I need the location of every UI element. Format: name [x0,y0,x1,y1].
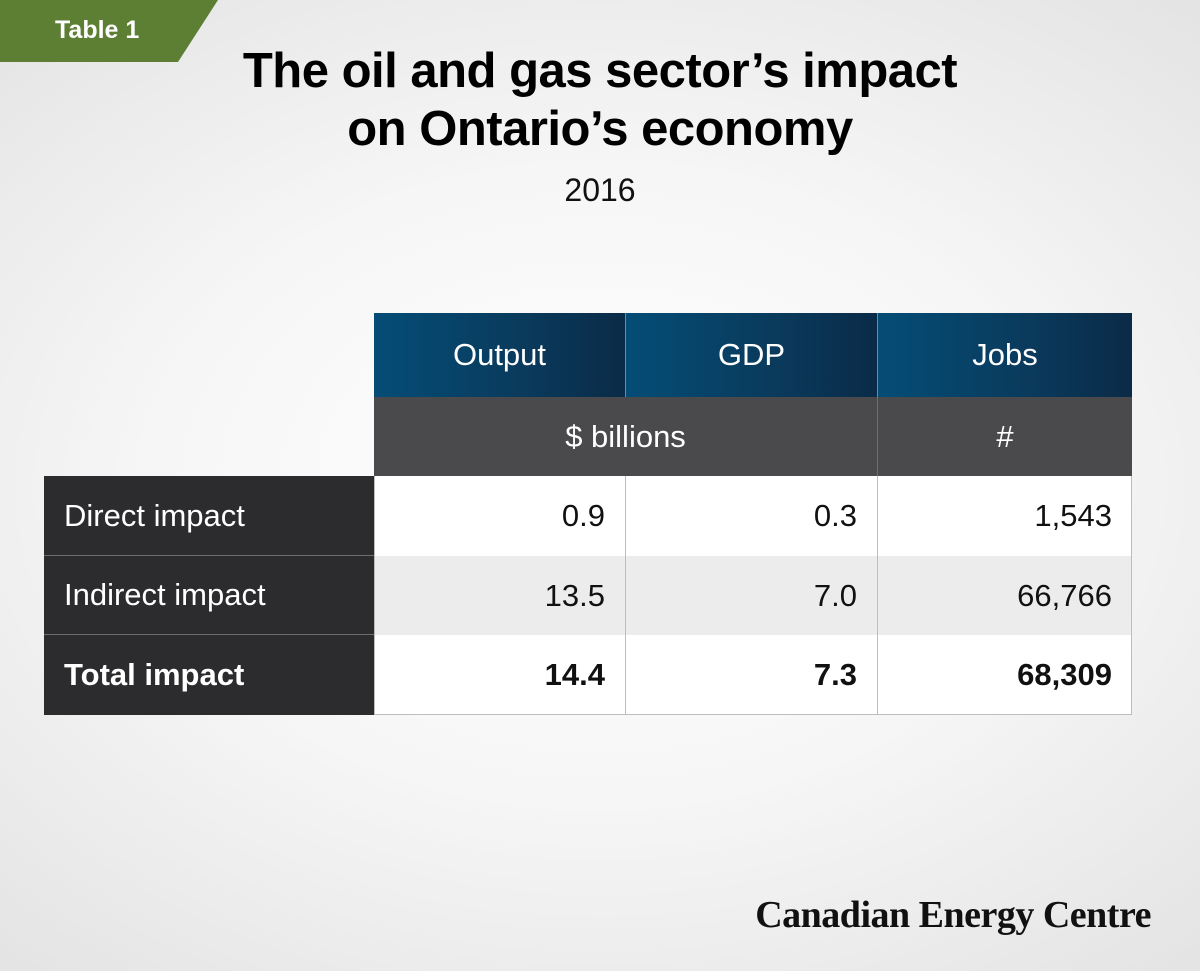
column-header-gdp: GDP [626,313,878,397]
unit-label-jobs: # [878,397,1132,476]
column-header-output: Output [374,313,626,397]
cell-total-output: 14.4 [374,635,626,715]
page-subtitle: 2016 [564,172,636,208]
unit-label-billions: $ billions [374,397,878,476]
cell-indirect-gdp: 7.0 [626,556,878,635]
row-label-total: Total impact [44,635,374,715]
cell-total-jobs: 68,309 [878,635,1132,715]
column-header-jobs: Jobs [878,313,1132,397]
page-title: The oil and gas sector’s impact on Ontar… [0,42,1200,158]
brand-logo-text: Canadian Energy Centre [755,894,1151,936]
impact-table: Output GDP Jobs $ billions # Direct impa… [44,313,1132,715]
cell-direct-output: 0.9 [374,476,626,556]
cell-indirect-output: 13.5 [374,556,626,635]
row-label-indirect: Indirect impact [44,556,374,635]
table-tag: Table 1 [0,0,218,62]
title-line-1: The oil and gas sector’s impact [242,44,958,98]
table-tag-label: Table 1 [55,16,140,44]
title-line-2: on Ontario’s economy [347,102,853,156]
cell-direct-jobs: 1,543 [878,476,1132,556]
cell-indirect-jobs: 66,766 [878,556,1132,635]
cell-direct-gdp: 0.3 [626,476,878,556]
cell-total-gdp: 7.3 [626,635,878,715]
row-label-direct: Direct impact [44,476,374,556]
